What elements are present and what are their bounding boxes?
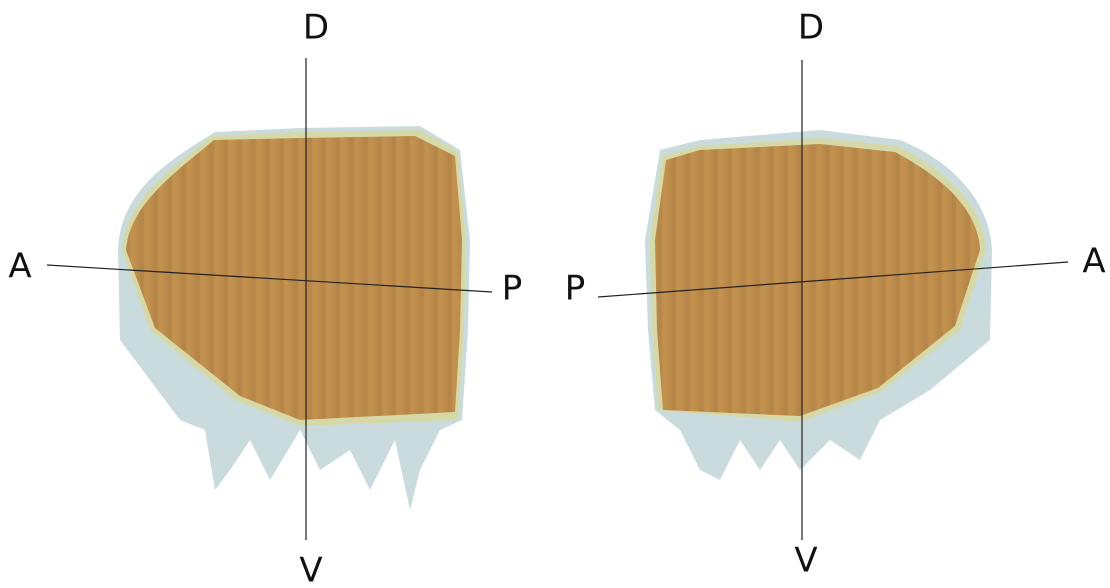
ap-axis bbox=[46, 264, 493, 293]
end-label: A bbox=[1082, 242, 1105, 282]
tissue-body bbox=[655, 144, 980, 416]
end-label: P bbox=[565, 269, 586, 309]
ap-axis bbox=[597, 261, 1069, 298]
end-label: P bbox=[502, 269, 523, 309]
dorsal-label: D bbox=[798, 8, 824, 48]
ventral-label: V bbox=[794, 541, 817, 581]
end-label: A bbox=[8, 247, 31, 287]
dorsal-label: D bbox=[303, 8, 329, 48]
tissue-body bbox=[126, 136, 462, 420]
ventral-label: V bbox=[299, 551, 322, 588]
right-specimen: D V P A bbox=[565, 8, 1106, 581]
left-specimen: D V A P bbox=[8, 8, 522, 588]
